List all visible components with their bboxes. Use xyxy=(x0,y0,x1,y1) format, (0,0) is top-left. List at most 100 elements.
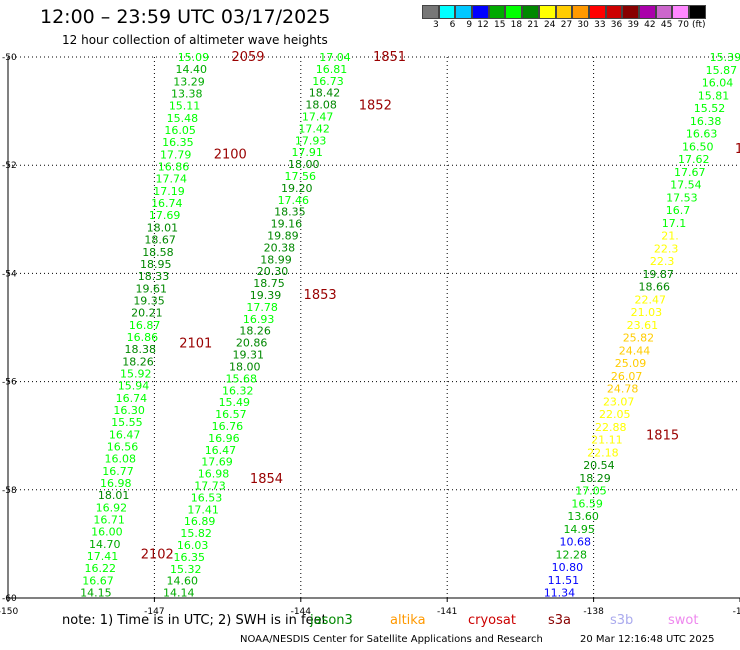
swh-value: 16.98 xyxy=(100,477,132,490)
swh-value: 15.92 xyxy=(120,367,152,380)
swh-value: 21. xyxy=(661,230,679,243)
swh-value: 15.32 xyxy=(170,563,202,576)
swh-value: 18.75 xyxy=(253,277,285,290)
swh-value: 16.96 xyxy=(208,432,240,445)
colorbar-swatch xyxy=(622,5,639,19)
pass-time-label: 2059 xyxy=(231,50,264,65)
colorbar-swatch xyxy=(655,5,673,19)
y-tick-label: -60 xyxy=(2,594,17,604)
footer-credit: NOAA/NESDIS Center for Satellite Applica… xyxy=(240,634,543,645)
swh-value: 17.69 xyxy=(149,209,181,222)
swh-value: 20.38 xyxy=(264,241,296,254)
swh-value: 17.56 xyxy=(285,170,317,183)
swh-value: 16.35 xyxy=(162,136,194,149)
pass-time-label: 1815 xyxy=(646,429,679,444)
colorbar-label: 45 xyxy=(660,20,673,30)
swh-value: 16.86 xyxy=(158,161,190,174)
swh-value: 15.87 xyxy=(706,64,738,77)
swh-value: 17.1 xyxy=(662,217,687,230)
swh-value: 16.35 xyxy=(173,551,205,564)
swh-value: 23.07 xyxy=(603,395,635,408)
swh-value: 18.01 xyxy=(147,221,179,234)
swh-value: 15.68 xyxy=(226,372,258,385)
swh-value: 24.78 xyxy=(607,383,639,396)
tick-labels: -150 -147 -144 -141 -138 -13 -50 -52 -54 -56 -58 -6… xyxy=(0,53,740,617)
swh-value: 17.62 xyxy=(678,153,710,166)
x-tick-label: -13 xyxy=(733,607,740,617)
pass-time-label: 1851 xyxy=(373,50,406,65)
swh-value: 22.47 xyxy=(635,293,667,306)
swh-value: 19.61 xyxy=(136,282,168,295)
swh-value: 16.74 xyxy=(151,197,183,210)
swh-value: 18.01 xyxy=(98,489,130,502)
colorbar-label: 12 xyxy=(477,20,489,30)
swh-value: 16.59 xyxy=(571,497,603,510)
colorbar-swatch xyxy=(555,5,573,19)
colorbar-label: 24 xyxy=(544,20,556,30)
legend-s3a: s3a xyxy=(548,613,572,628)
swh-value: 18.38 xyxy=(124,343,156,356)
y-tick-label: -52 xyxy=(2,161,17,171)
swh-value: 21.03 xyxy=(631,306,663,319)
colorbar-label: 42 xyxy=(644,20,656,30)
swh-value: 15.81 xyxy=(698,89,730,102)
swh-value: 16.32 xyxy=(222,384,254,397)
swh-value: 18.35 xyxy=(274,206,306,219)
swh-value: 16.67 xyxy=(82,574,114,587)
legend-altika: altika xyxy=(390,613,426,628)
swh-value: 17.91 xyxy=(291,146,323,159)
colorbar-label: 21 xyxy=(527,20,539,30)
swh-value: 16.86 xyxy=(127,331,159,344)
chart-subtitle: 12 hour collection of altimeter wave hei… xyxy=(62,33,328,47)
swh-value: 17.79 xyxy=(160,148,192,161)
colorbar-swatch xyxy=(472,5,489,19)
colorbar-label: 6 xyxy=(449,20,456,30)
swh-value: 17.78 xyxy=(246,301,278,314)
colorbar-label: 9 xyxy=(466,20,473,30)
swh-value: 21.11 xyxy=(591,434,623,447)
swh-value: 15.94 xyxy=(118,380,150,393)
y-tick-label: -54 xyxy=(2,269,17,279)
swh-value: 13.60 xyxy=(567,510,599,523)
y-tick-label: -58 xyxy=(2,486,17,496)
chart-title: 12:00 – 23:59 UTC 03/17/2025 xyxy=(40,6,331,28)
swh-value: 17.05 xyxy=(575,485,607,498)
swh-value: 16.47 xyxy=(205,444,237,457)
swh-value: 18.33 xyxy=(138,270,170,283)
colorbar-swatch xyxy=(522,5,539,19)
swh-value: 22.3 xyxy=(650,255,675,268)
swh-value: 19.87 xyxy=(642,268,674,281)
swh-value: 20.21 xyxy=(131,307,163,320)
swh-value: 15.55 xyxy=(111,416,143,429)
colorbar-swatch xyxy=(588,5,606,19)
swh-value: 16.50 xyxy=(682,140,714,153)
swh-value: 16.71 xyxy=(93,514,125,527)
swh-value: 17.42 xyxy=(298,122,330,135)
swh-value: 16.93 xyxy=(243,313,275,326)
swh-value: 17.04 xyxy=(319,51,351,64)
colorbar-swatch xyxy=(505,5,523,19)
swh-value: 15.49 xyxy=(219,396,251,409)
swh-value: 16.87 xyxy=(129,319,161,332)
pass-time-label: 15 xyxy=(735,142,740,157)
x-tick-label: -150 xyxy=(0,607,18,617)
swh-value: 16.56 xyxy=(107,441,139,454)
colorbar xyxy=(422,5,706,19)
swh-value: 20.86 xyxy=(236,337,268,350)
swh-value: 17.47 xyxy=(302,111,334,124)
swh-value: 13.38 xyxy=(171,88,203,101)
colorbar-swatch xyxy=(422,5,439,19)
swh-value: 14.40 xyxy=(175,63,207,76)
axis-frame xyxy=(7,57,740,602)
colorbar-label: 27 xyxy=(560,20,573,30)
pass-time-label: 1852 xyxy=(359,99,392,114)
swh-value: 20.54 xyxy=(583,459,615,472)
swh-value: 19.39 xyxy=(250,289,282,302)
colorbar-label: 18 xyxy=(510,20,523,30)
swh-value: 16.08 xyxy=(104,453,136,466)
colorbar-label: 15 xyxy=(493,20,506,30)
swh-value: 16.22 xyxy=(85,562,117,575)
swh-value: 16.92 xyxy=(96,501,128,514)
colorbar-label: 36 xyxy=(610,20,623,30)
